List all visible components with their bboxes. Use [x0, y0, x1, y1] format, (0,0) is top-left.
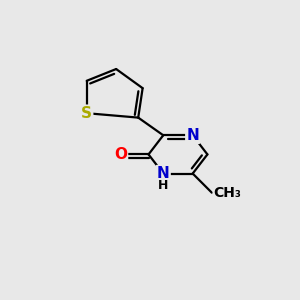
- Text: N: N: [186, 128, 199, 143]
- Text: N: N: [157, 166, 169, 181]
- Text: O: O: [114, 147, 127, 162]
- Text: S: S: [81, 106, 92, 121]
- Text: H: H: [158, 179, 168, 192]
- Text: CH₃: CH₃: [213, 186, 241, 200]
